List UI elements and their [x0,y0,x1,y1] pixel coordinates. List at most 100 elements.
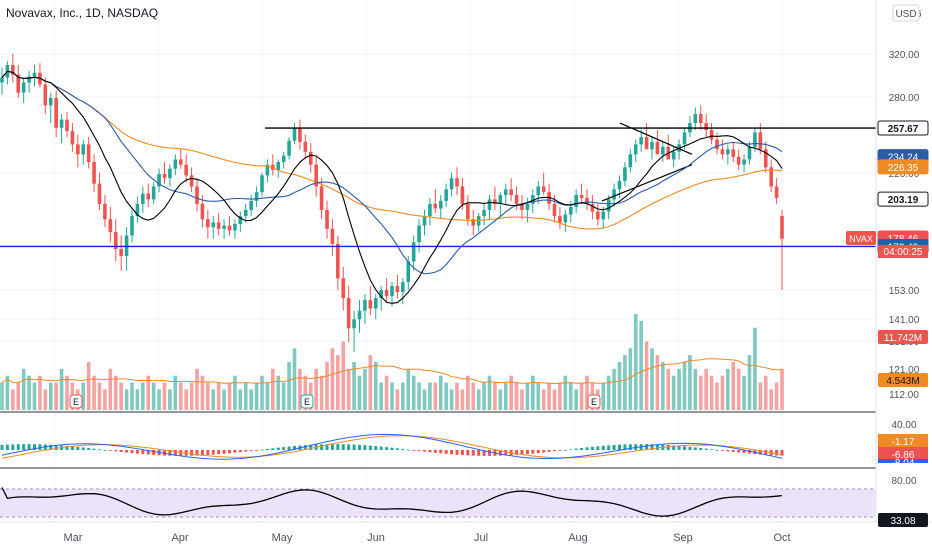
candle[interactable] [260,175,264,193]
candle[interactable] [27,76,31,83]
candle[interactable] [352,319,356,329]
candle[interactable] [76,144,80,155]
candle[interactable] [433,203,438,209]
candle[interactable] [487,199,492,210]
candle[interactable] [243,209,248,217]
candle[interactable] [438,200,443,209]
candle[interactable] [103,203,107,220]
candle[interactable] [151,186,156,200]
candle[interactable] [271,164,275,170]
candle[interactable] [498,195,503,204]
candle[interactable] [341,278,346,299]
candle[interactable] [568,206,573,215]
candle[interactable] [233,224,237,231]
candle[interactable] [336,243,340,279]
candle[interactable] [612,189,616,200]
candle[interactable] [617,180,622,190]
candle[interactable] [308,151,313,165]
candle[interactable] [460,186,465,204]
candle[interactable] [698,114,703,124]
candle[interactable] [281,155,286,163]
trendline-lower[interactable] [601,164,693,202]
candle[interactable] [596,211,600,220]
candle[interactable] [216,222,221,229]
candle[interactable] [254,192,259,201]
candle[interactable] [514,195,519,204]
candle[interactable] [108,219,113,233]
candle[interactable] [59,119,64,128]
candle[interactable] [715,139,719,150]
candle[interactable] [422,216,427,226]
candle[interactable] [43,84,48,106]
candle[interactable] [639,137,643,145]
candle[interactable] [384,290,389,297]
candle[interactable] [476,216,481,226]
candle[interactable] [541,186,546,193]
trend-drawings[interactable] [601,122,693,202]
candle[interactable] [206,219,210,228]
horizontal-lines[interactable] [0,127,876,248]
candle[interactable] [184,164,188,176]
trendline-upper[interactable] [619,122,693,155]
candle[interactable] [54,97,58,128]
candle[interactable] [449,178,454,190]
candle[interactable] [671,151,676,160]
candle[interactable] [303,141,308,152]
candle[interactable] [417,225,421,243]
macd-pane[interactable] [0,433,784,460]
candle[interactable] [493,199,497,204]
candle[interactable] [249,200,253,210]
candle[interactable] [558,216,562,223]
candle[interactable] [736,156,741,165]
candle[interactable] [314,164,318,187]
candle[interactable] [146,193,151,200]
candle[interactable] [222,225,226,229]
candle[interactable] [579,195,584,198]
candle[interactable] [65,119,69,132]
candle[interactable] [401,282,405,293]
candle[interactable] [726,149,730,155]
candle[interactable] [682,132,687,145]
candle[interactable] [720,149,725,155]
candle[interactable] [373,298,378,309]
candle[interactable] [444,189,448,201]
candle[interactable] [758,132,763,150]
candle[interactable] [769,167,773,187]
candle[interactable] [86,144,91,163]
candle[interactable] [97,183,102,204]
candle[interactable] [623,167,627,181]
candle[interactable] [742,159,746,165]
candle[interactable] [276,162,281,170]
candle[interactable] [644,137,649,150]
candle[interactable] [195,186,199,204]
rsi-pane[interactable] [0,487,876,518]
candle[interactable] [466,203,470,220]
candle[interactable] [753,132,757,147]
candle[interactable] [227,225,232,231]
candle[interactable] [471,219,476,226]
candle[interactable] [552,203,557,217]
candle[interactable] [135,203,140,217]
candle[interactable] [731,149,736,157]
candle[interactable] [70,131,75,145]
candle[interactable] [178,159,183,165]
candle[interactable] [325,209,329,229]
candle[interactable] [319,186,324,210]
candle[interactable] [590,203,595,212]
candle[interactable] [124,235,129,257]
candle[interactable] [411,242,416,262]
candle[interactable] [536,186,541,196]
candle[interactable] [763,149,768,168]
candle[interactable] [330,228,335,244]
candle[interactable] [503,189,508,196]
candle[interactable] [379,290,383,299]
candle[interactable] [130,216,134,236]
candle[interactable] [633,144,638,155]
candle[interactable] [455,178,459,187]
candle[interactable] [601,211,606,220]
candle[interactable] [189,175,194,187]
candle[interactable] [704,123,708,131]
candle[interactable] [48,97,53,106]
